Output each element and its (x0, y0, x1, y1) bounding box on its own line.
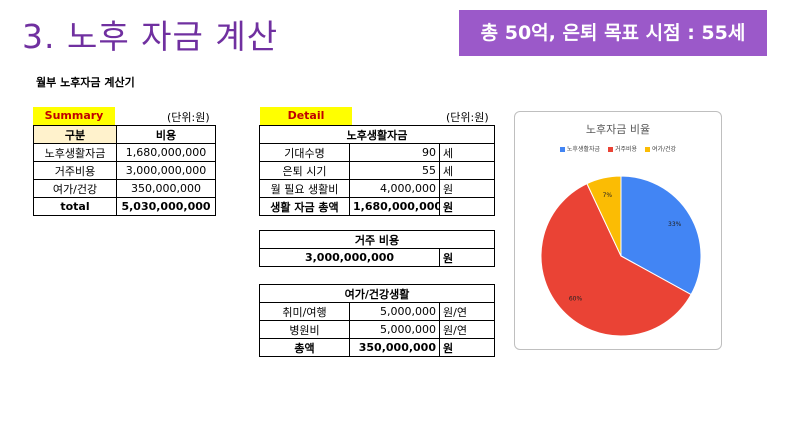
pie-slice-leisure (586, 175, 622, 257)
summary-row-value: 350,000,000 (116, 179, 216, 198)
leisure-row-label: 취미/여행 (259, 302, 350, 321)
page-title: 3. 노후 자금 계산 (22, 17, 279, 56)
leisure-row-unit: 원/연 (438, 302, 496, 321)
retirement-header-row: 노후생활자금 (259, 125, 495, 144)
leisure-row-unit: 원/연 (438, 320, 496, 339)
pie-data-label: 60% (569, 296, 583, 303)
pie-data-label: 33% (668, 221, 682, 228)
retirement-total-row: 생활 자금 총액 1,680,000,000 원 (259, 197, 495, 216)
leisure-row-value: 5,000,000 (349, 302, 440, 321)
housing-header: 거주 비용 (259, 230, 495, 249)
summary-row-label: 거주비용 (33, 161, 117, 180)
summary-total-row: total 5,030,000,000 (33, 197, 216, 216)
retirement-total-unit: 원 (439, 197, 495, 216)
pie-svg: 33% 60% 7% (540, 175, 702, 337)
legend-label: 거주비용 (614, 146, 638, 153)
chart-title: 노후자금 비율 (585, 123, 651, 136)
legend-label: 여가/건강 (651, 146, 677, 153)
legend-swatch (644, 147, 650, 152)
table-row: 월 필요 생활비 4,000,000 원 (259, 179, 495, 198)
table-row: 기대수명 90 세 (259, 143, 495, 162)
leisure-total-unit: 원 (438, 338, 496, 357)
leisure-total-value: 350,000,000 (349, 338, 440, 357)
housing-value: 3,000,000,000 (259, 248, 440, 267)
retirement-row-label: 기대수명 (259, 143, 350, 162)
retirement-row-value: 4,000,000 (349, 179, 440, 198)
table-row: 거주비용 3,000,000,000 (33, 161, 216, 180)
summary-row-label: 여가/건강 (33, 179, 117, 198)
detail-unit-label: (단위:원) (446, 111, 489, 124)
summary-table: 구분 비용 노후생활자금 1,680,000,000 거주비용 3,000,00… (33, 125, 216, 216)
table-row: 은퇴 시기 55 세 (259, 161, 495, 180)
legend-item: 노후생활자금 (559, 146, 601, 153)
legend-swatch (607, 147, 613, 152)
chart-legend: 노후생활자금 거주비용 여가/건강 (515, 144, 721, 153)
retirement-row-value: 55 (349, 161, 440, 180)
retirement-total-label: 생활 자금 총액 (259, 197, 350, 216)
retirement-row-label: 은퇴 시기 (259, 161, 350, 180)
leisure-health-table: 여가/건강생활 취미/여행 5,000,000 원/연 병원비 5,000,00… (258, 284, 496, 357)
summary-col-cost: 비용 (116, 125, 216, 144)
housing-header-row: 거주 비용 (259, 230, 495, 249)
legend-item: 거주비용 (607, 146, 638, 153)
table-row: 여가/건강 350,000,000 (33, 179, 216, 198)
retirement-row-unit: 세 (439, 161, 495, 180)
leisure-row-value: 5,000,000 (349, 320, 440, 339)
summary-row-value: 1,680,000,000 (116, 143, 216, 162)
retirement-total-value: 1,680,000,000 (349, 197, 440, 216)
retirement-row-value: 90 (349, 143, 440, 162)
leisure-total-label: 총액 (259, 338, 350, 357)
legend-label: 노후생활자금 (566, 146, 601, 153)
retirement-living-table: 노후생활자금 기대수명 90 세 은퇴 시기 55 세 월 필요 생활비 4,0… (259, 125, 495, 216)
goal-banner: 총 50억, 은퇴 목표 시점 : 55세 (459, 10, 767, 56)
table-row: 병원비 5,000,000 원/연 (259, 320, 496, 339)
leisure-total-row: 총액 350,000,000 원 (259, 338, 496, 357)
summary-total-label: total (33, 197, 117, 216)
summary-total-value: 5,030,000,000 (116, 197, 216, 216)
table-row: 취미/여행 5,000,000 원/연 (259, 302, 496, 321)
summary-tag: Summary (33, 107, 115, 125)
table-row: 노후생활자금 1,680,000,000 (33, 143, 216, 162)
retirement-row-label: 월 필요 생활비 (259, 179, 350, 198)
legend-item: 여가/건강 (644, 146, 677, 153)
pie-slice-housing (540, 182, 692, 337)
calculator-subtitle: 월부 노후자금 계산기 (36, 76, 135, 89)
pie-data-label: 7% (603, 192, 613, 199)
summary-header-row: 구분 비용 (33, 125, 216, 144)
detail-tag: Detail (260, 107, 352, 125)
housing-unit: 원 (439, 248, 495, 267)
leisure-header-row: 여가/건강생활 (258, 284, 496, 303)
summary-col-category: 구분 (33, 125, 117, 144)
retirement-row-unit: 원 (439, 179, 495, 198)
summary-unit-label: (단위:원) (167, 111, 210, 124)
pie-chart: 노후자금 비율 노후생활자금 거주비용 여가/건강 33% 60% 7% (514, 111, 722, 350)
legend-swatch (559, 147, 565, 152)
pie-slice-retirement (620, 175, 702, 296)
summary-row-label: 노후생활자금 (33, 143, 117, 162)
housing-cost-table: 거주 비용 3,000,000,000 원 (259, 230, 495, 267)
housing-value-row: 3,000,000,000 원 (259, 248, 495, 267)
leisure-row-label: 병원비 (259, 320, 350, 339)
retirement-header: 노후생활자금 (259, 125, 495, 144)
retirement-row-unit: 세 (439, 143, 495, 162)
leisure-header: 여가/건강생활 (258, 284, 496, 303)
summary-row-value: 3,000,000,000 (116, 161, 216, 180)
